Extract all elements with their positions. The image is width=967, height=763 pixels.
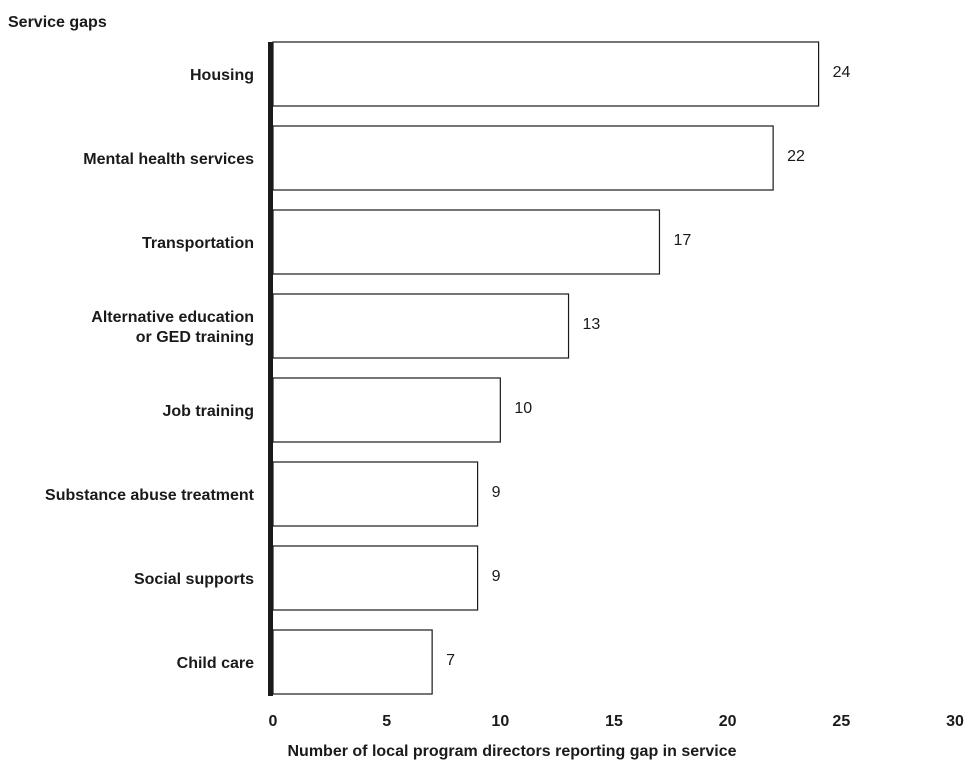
bars-group [272, 41, 820, 695]
category-label: Child care [177, 655, 254, 672]
bar [272, 377, 501, 443]
category-label: Substance abuse treatment [45, 487, 255, 504]
category-label: Alternative education or GED training [91, 309, 254, 346]
bar [272, 41, 820, 107]
x-tick-label: 20 [719, 713, 737, 730]
category-label: Social supports [134, 571, 254, 588]
x-tick-label: 25 [832, 713, 850, 730]
x-tick-label: 0 [269, 713, 278, 730]
x-tick-label: 5 [382, 713, 391, 730]
category-label: Housing [190, 67, 254, 84]
bar [272, 125, 774, 191]
category-label: Mental health services [83, 151, 254, 168]
x-tick-label: 10 [491, 713, 509, 730]
y-axis-title: Service gaps [8, 14, 107, 31]
bar-value-label: 13 [583, 316, 601, 333]
x-axis-ticks: 0 5 10 15 20 25 30 [269, 713, 964, 730]
category-labels: Housing Mental health services Transportat… [45, 67, 255, 672]
bar-value-label: 9 [492, 484, 501, 501]
bar-value-label: 10 [514, 400, 532, 417]
bar [272, 209, 661, 275]
bar [272, 545, 479, 611]
bar-value-label: 22 [787, 148, 805, 165]
x-axis-title: Number of local program directors report… [288, 743, 737, 760]
bar [272, 629, 433, 695]
bar-value-label: 17 [673, 232, 691, 249]
bar-value-label: 7 [446, 652, 455, 669]
x-tick-label: 30 [946, 713, 964, 730]
bar [272, 293, 570, 359]
category-label: Transportation [142, 235, 254, 252]
y-axis-line [268, 42, 273, 696]
bar-value-label: 9 [492, 568, 501, 585]
value-labels: 24 22 17 13 10 9 9 7 [446, 64, 850, 669]
bar [272, 461, 479, 527]
bar-value-label: 24 [833, 64, 851, 81]
category-label: Job training [162, 403, 254, 420]
x-tick-label: 15 [605, 713, 623, 730]
